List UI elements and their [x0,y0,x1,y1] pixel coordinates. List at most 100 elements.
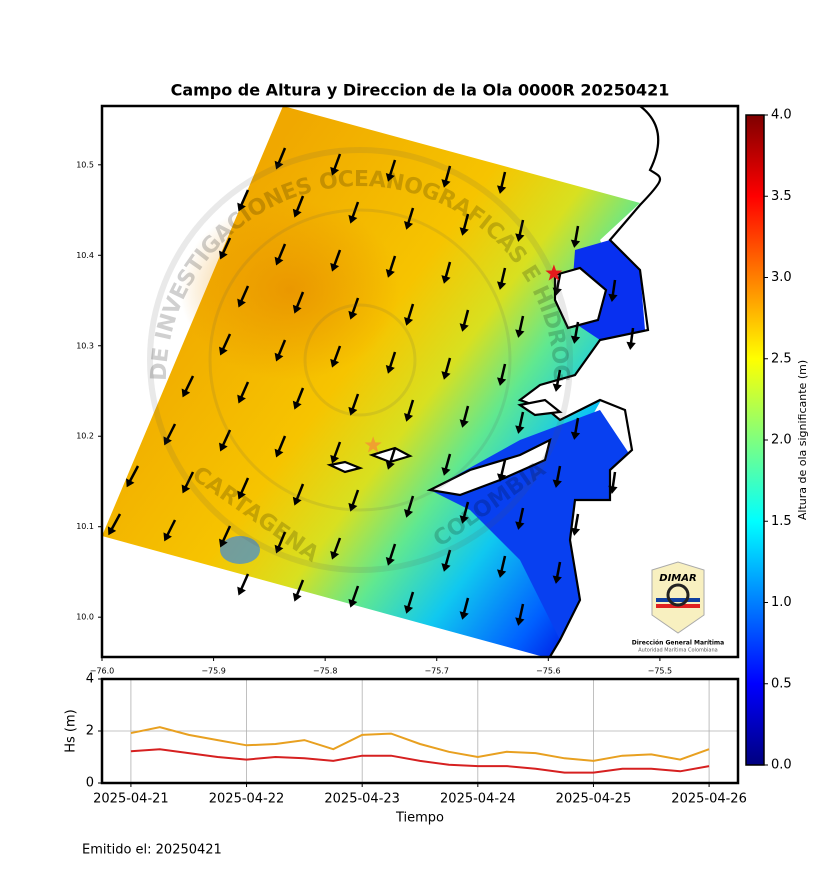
arrow-head [274,160,284,170]
y-tick-label: 10.1 [76,522,94,531]
arrow-head [570,527,581,536]
arrow-shaft [388,351,397,369]
x-tick-label: 2025-04-22 [209,792,285,807]
arrow-shaft [221,333,232,351]
colorbar: 0.0 0.5 1.0 1.5 2.0 2.5 3.0 3.5 4.0 [745,108,792,773]
arrow-shaft [406,591,415,609]
arrow-head [292,400,302,410]
markers [364,264,563,453]
arrow-head [237,202,246,212]
arrow-shaft [555,369,562,387]
arrow-head [385,269,395,278]
arrow-shaft [555,561,562,579]
colorbar-label: Altura de ola significante (m) [796,360,809,520]
arrow-head [237,586,246,596]
arrow-head [385,461,395,470]
arrow-shaft [462,309,470,327]
arrow-shaft [165,519,177,537]
arrow-shaft [611,471,617,489]
arrow-head [441,371,451,380]
timeseries: 2025-04-21 2025-04-22 2025-04-23 2025-04-24… [86,672,747,807]
arrow-head [292,208,302,218]
x-tick-label: −75.9 [201,667,226,676]
arrow-shaft [239,285,250,303]
x-tick-label: −76.0 [90,667,115,676]
arrow-shaft [332,153,342,171]
arrow-shaft [277,243,287,261]
arrow-shaft [573,513,580,531]
arrow-shaft [500,363,507,381]
colorbar-tick-label: 2.0 [771,433,792,448]
arrow-head [441,179,451,188]
arrow-shaft [388,543,397,561]
arrow-head [237,394,246,404]
arrow-shaft [239,189,250,207]
arrow-head [552,479,562,488]
arrow-head [515,233,525,242]
colorbar-tick-label: 2.5 [771,351,792,366]
map-frame [100,104,740,659]
y-axis-label: Hs (m) [64,709,79,753]
arrow-shaft [239,573,250,591]
y-tick-label: 10.2 [76,432,94,441]
arrow-shaft [332,249,342,267]
logo: DIMAR Dirección General Marítima Autorid… [632,561,724,654]
arrow-shaft [444,453,452,471]
arrow-shaft [388,447,397,465]
arrow-head [441,563,451,572]
x-tick-label: 2025-04-26 [671,792,747,807]
arrow-shaft [277,339,287,357]
arrow-head [274,544,284,554]
arrow-shaft [573,321,580,339]
field-high [180,200,400,380]
colorbar-tick-label: 0.0 [771,758,792,773]
field-low [220,536,260,564]
arrow-head [292,592,302,602]
footer: Emitido el: 20250421 [82,843,222,858]
arrow-shaft [351,393,360,411]
logo-name: Dirección General Marítima [632,640,724,647]
arrow-shaft [462,405,470,423]
arrow-shaft [573,225,580,243]
arrow-shaft [500,267,507,285]
arrow-shaft [555,273,562,291]
x-tick-label: −75.7 [424,667,449,676]
arrow-head [404,509,414,518]
arrow-shaft [184,375,195,393]
arrow-shaft [629,327,635,345]
arrow-head [163,532,172,542]
arrow-shaft [295,387,305,405]
arrow-head [552,383,562,392]
arrow-shaft [500,171,507,189]
direction-arrows [107,147,636,626]
arrow-head [181,388,191,398]
plot-frame [100,677,740,785]
arrow-shaft [444,165,452,183]
arrow-head [385,557,395,566]
x-tick-label: −75.8 [313,667,338,676]
arrow-head [330,454,340,464]
arrow-shaft [221,525,232,543]
arrow-head [330,166,340,176]
arrow-head [348,310,358,320]
arrow-head [459,611,469,620]
arrow-shaft [518,219,525,237]
x-tick-label: 2025-04-25 [556,792,632,807]
arrow-head [219,442,228,452]
coastline [326,106,738,657]
arrow-shaft [332,441,342,459]
y-tick-label: 2 [86,724,94,739]
station-marker [545,264,563,281]
y-tick-label: 0 [86,776,94,791]
arrow-head [181,484,191,494]
arrow-head [459,227,469,236]
arrow-shaft [406,399,415,417]
logo-subtitle: Autoridad Marítima Colombiana [638,647,717,654]
arrow-shaft [406,495,415,513]
y-tick-label: 10.3 [76,341,94,350]
arrow-head [497,569,507,578]
arrow-head [515,521,525,530]
arrow-head [497,473,507,482]
arrow-head [330,550,340,560]
arrow-head [237,298,246,308]
